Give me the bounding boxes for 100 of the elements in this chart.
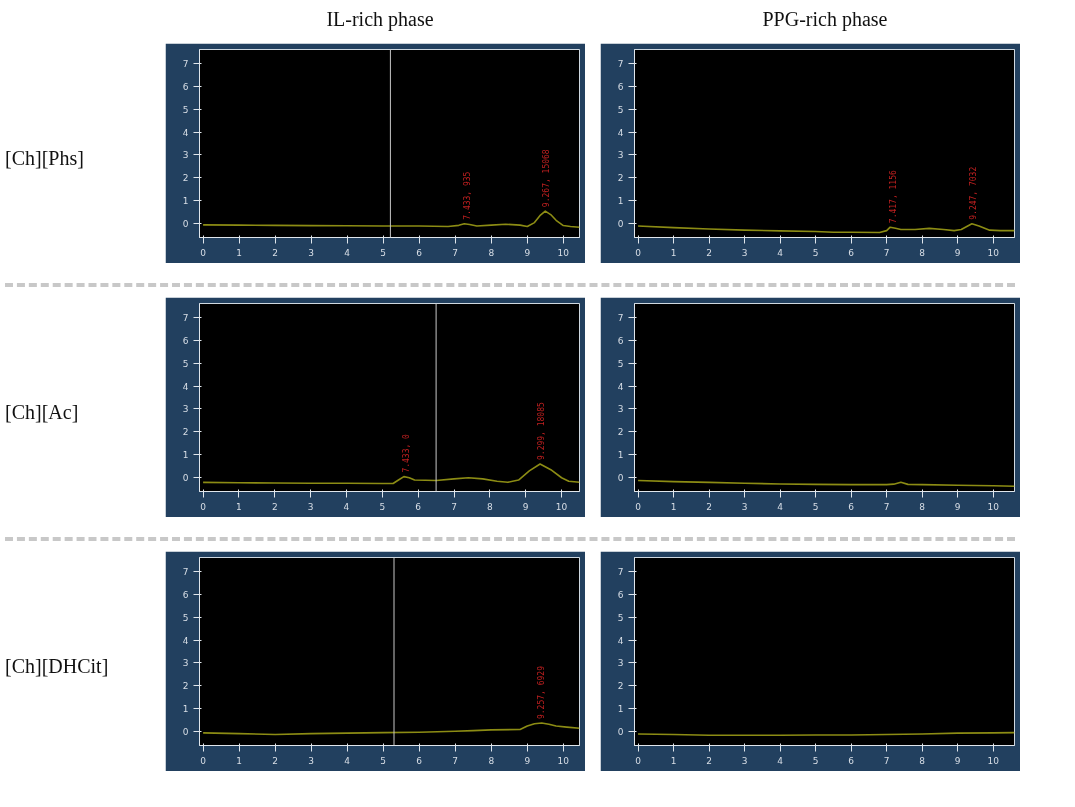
x-tick-label: 0 — [200, 247, 207, 258]
x-tick-label: 1 — [236, 501, 242, 512]
x-tick-label: 6 — [415, 501, 422, 512]
y-axis-title: [Ch][Ac] — [5, 399, 79, 425]
x-tick-label: 6 — [848, 755, 855, 766]
x-tick-label: 0 — [200, 501, 207, 512]
y-tick-label: 6 — [182, 335, 189, 346]
y-tick-label: 0 — [182, 219, 189, 230]
x-tick-label: 5 — [380, 247, 387, 258]
x-tick-label: 5 — [379, 501, 386, 512]
y-tick-label: 2 — [617, 681, 624, 692]
x-tick-label: 10 — [987, 755, 1000, 766]
x-tick-label: 3 — [741, 247, 748, 258]
y-tick-label: 7 — [617, 58, 624, 69]
y-tick-label: 5 — [617, 612, 624, 623]
x-tick-label: 5 — [812, 501, 819, 512]
x-tick-label: 2 — [272, 755, 279, 766]
y-tick-label: 1 — [182, 450, 189, 461]
x-tick-label: 10 — [987, 501, 1000, 512]
y-axis-title: [Ch][DHCit] — [5, 653, 109, 679]
y-tick-label: 5 — [617, 104, 624, 115]
x-tick-label: 4 — [344, 247, 351, 258]
x-tick-label: 6 — [416, 247, 423, 258]
y-tick-label: 6 — [617, 589, 624, 600]
y-tick-label: 6 — [182, 589, 189, 600]
x-tick-label: 9 — [954, 247, 961, 258]
y-tick-label: 2 — [617, 427, 624, 438]
y-tick-label: 4 — [182, 127, 189, 138]
x-tick-label: 2 — [706, 501, 712, 512]
x-tick-label: 1 — [236, 755, 242, 766]
x-tick-label: 7 — [451, 501, 457, 512]
x-tick-label: 4 — [777, 755, 784, 766]
line-series — [202, 722, 580, 736]
x-tick-label: 2 — [706, 247, 712, 258]
x-tick-label: 1 — [670, 755, 677, 766]
x-tick-label: 0 — [635, 501, 642, 512]
chart-title: IL-rich phase — [326, 7, 434, 33]
y-tick-label: 7 — [182, 566, 189, 577]
x-tick-label: 8 — [488, 247, 495, 258]
x-tick-label: 7 — [883, 247, 890, 258]
y-tick-label: 1 — [617, 196, 624, 207]
y-axis-title: [Ch][Phs] — [5, 145, 84, 171]
x-tick-label: 7 — [452, 247, 459, 258]
y-tick-label: 2 — [182, 173, 189, 184]
x-tick-label: 6 — [848, 247, 855, 258]
x-tick-label: 8 — [919, 755, 926, 766]
x-tick-label: 2 — [706, 755, 712, 766]
y-tick-label: 3 — [182, 404, 189, 415]
x-tick-label: 6 — [848, 501, 855, 512]
annotation: 7.433, 0 — [402, 433, 412, 473]
x-tick-label: 10 — [987, 247, 1000, 258]
chart-title: PPG-rich phase — [762, 7, 888, 33]
y-tick-label: 5 — [617, 358, 624, 369]
y-tick-label: 4 — [182, 635, 189, 646]
x-tick-label: 2 — [271, 501, 278, 512]
x-tick-label: 2 — [272, 247, 279, 258]
x-tick-label: 6 — [416, 755, 423, 766]
annotation: 9.257, 6929 — [536, 665, 546, 720]
x-tick-label: 0 — [635, 247, 642, 258]
y-tick-label: 0 — [182, 473, 189, 484]
x-tick-label: 8 — [919, 247, 926, 258]
y-tick-label: 0 — [617, 219, 624, 230]
x-tick-label: 0 — [200, 755, 207, 766]
x-tick-label: 3 — [307, 501, 314, 512]
y-tick-label: 0 — [617, 473, 624, 484]
x-tick-label: 1 — [670, 501, 677, 512]
x-tick-label: 10 — [557, 247, 570, 258]
x-tick-label: 3 — [741, 501, 748, 512]
annotation: 9.299, 18085 — [536, 402, 546, 460]
annotation: 9.267, 15068 — [541, 149, 551, 208]
y-tick-label: 1 — [182, 196, 189, 207]
y-tick-label: 1 — [617, 450, 624, 461]
y-tick-label: 4 — [617, 635, 624, 646]
annotation: 9.247, 7032 — [968, 166, 978, 220]
x-tick-label: 9 — [954, 501, 961, 512]
y-tick-label: 1 — [182, 704, 189, 715]
x-tick-label: 8 — [487, 501, 494, 512]
y-tick-label: 7 — [617, 312, 624, 323]
x-tick-label: 4 — [343, 501, 350, 512]
x-tick-label: 4 — [777, 247, 784, 258]
y-tick-label: 7 — [182, 312, 189, 323]
y-tick-label: 6 — [617, 81, 624, 92]
x-tick-label: 5 — [812, 247, 819, 258]
x-tick-label: 0 — [635, 755, 642, 766]
y-tick-label: 0 — [617, 727, 624, 738]
y-tick-label: 2 — [182, 681, 189, 692]
y-tick-label: 5 — [182, 104, 189, 115]
y-tick-label: 4 — [617, 381, 624, 392]
y-tick-label: 7 — [182, 58, 189, 69]
x-tick-label: 3 — [308, 247, 315, 258]
x-tick-label: 10 — [557, 755, 570, 766]
y-tick-label: 2 — [617, 173, 624, 184]
x-tick-label: 7 — [883, 755, 890, 766]
y-tick-label: 5 — [182, 358, 189, 369]
x-tick-label: 1 — [236, 247, 242, 258]
x-tick-label: 3 — [741, 755, 748, 766]
x-tick-label: 8 — [919, 501, 926, 512]
x-tick-label: 3 — [308, 755, 315, 766]
line-series — [637, 222, 1015, 234]
y-tick-label: 2 — [182, 427, 189, 438]
